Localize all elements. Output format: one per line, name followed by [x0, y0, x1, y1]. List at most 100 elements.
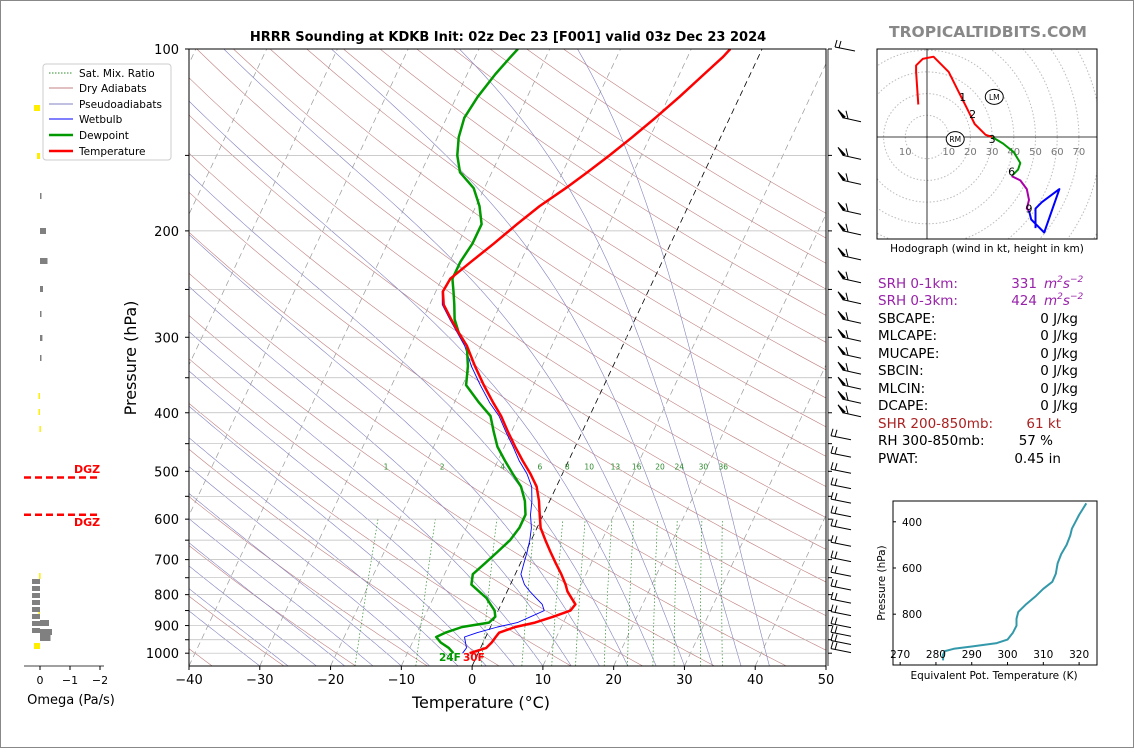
omega-bar — [40, 311, 42, 317]
theta-e-y-tick-label: 800 — [902, 609, 922, 621]
wind-barb-staff — [842, 369, 862, 375]
mix-ratio-labels: 1 2 4 6 8 10 13 16 20 24 30 36 — [384, 462, 729, 471]
isotherm-line — [542, 62, 826, 666]
legend-label-dry: Dry Adiabats — [79, 83, 147, 95]
wind-barb-feather — [830, 518, 834, 526]
wind-barb-staff — [842, 353, 862, 359]
wind-barb — [830, 604, 852, 617]
wind-barb-staff — [830, 623, 852, 629]
theta-e-y-title: Pressure (hPa) — [876, 545, 888, 620]
wind-barb — [837, 390, 862, 404]
mix-ratio-line — [354, 519, 379, 666]
skewt-background-lines — [189, 49, 826, 666]
wind-barb-flag — [837, 222, 846, 232]
theta-e-x-tick-label: 280 — [926, 649, 946, 661]
index-label-sbcin: SBCIN: — [878, 363, 924, 379]
omega-bar — [39, 426, 41, 432]
wind-barb-staff — [830, 512, 852, 518]
wind-barb-staff — [834, 46, 856, 52]
wind-barb-feather — [834, 592, 838, 601]
wind-barb-staff — [842, 179, 862, 185]
wind-barb-feather — [845, 223, 849, 233]
srh3-value: 424 — [1011, 293, 1037, 309]
hodograph-height-label: 1 — [959, 91, 966, 104]
wind-barb-flag — [837, 147, 846, 157]
wind-barb-flag — [837, 376, 846, 386]
y-tick-label: 200 — [154, 225, 179, 240]
dry-adiabat-line — [189, 191, 826, 617]
x-tick-label: 20 — [605, 673, 622, 688]
wind-barb-staff — [842, 117, 862, 123]
wind-barb-flag — [837, 291, 846, 301]
x-tick-label: −20 — [317, 673, 344, 688]
theta-e-x-tick-label: 300 — [998, 649, 1018, 661]
wind-barb — [837, 247, 862, 261]
omega-bar — [40, 193, 42, 199]
hodograph-ring-label: 10 — [942, 147, 955, 158]
dewpoint-profile-line — [434, 49, 527, 655]
x-tick-label: 50 — [818, 673, 835, 688]
mix-ratio-label: 13 — [611, 462, 621, 471]
theta-e-y-tick-label: 600 — [902, 563, 922, 575]
omega-bar — [38, 393, 40, 399]
dry-adiabat-line — [306, 49, 826, 399]
y-tick-label: 600 — [154, 513, 179, 528]
y-tick-label: 400 — [154, 407, 179, 422]
omega-tick-1: −1 — [62, 674, 78, 687]
wind-barb-feather — [834, 566, 838, 574]
wind-barb-feather — [830, 604, 834, 612]
omega-tick-2: −2 — [92, 674, 108, 687]
omega-bar — [40, 228, 46, 234]
theta-e-frame — [892, 500, 1098, 666]
surface-temperature-label: 30F — [463, 652, 485, 664]
mix-ratio-line — [551, 519, 564, 666]
index-value-sbcape: 0 J/kg — [1040, 311, 1078, 327]
y-axis-title: Pressure (hPa) — [121, 301, 140, 416]
wind-barb — [834, 39, 856, 52]
wind-barb-feather — [845, 362, 849, 372]
dry-adiabat-line — [233, 49, 826, 457]
wind-barb-staff — [830, 598, 852, 604]
theta-e-x-tick-label: 310 — [1033, 649, 1053, 661]
dry-adiabat-line — [189, 358, 643, 666]
shr-value: 61 kt — [1026, 416, 1061, 432]
omega-bar — [32, 621, 40, 626]
pseudoadiabat-line — [189, 542, 345, 666]
wind-barb-feather — [845, 330, 849, 339]
wind-barb-feather — [845, 110, 849, 119]
index-value-mlcape: 0 J/kg — [1040, 328, 1078, 344]
y-tick-label: 100 — [154, 43, 179, 58]
mix-ratio-line — [415, 519, 436, 666]
wind-barb — [837, 109, 862, 123]
theta-e-x-tick-label: 290 — [962, 649, 982, 661]
theta-e-y-tick-label: 400 — [902, 517, 922, 529]
wind-barb-column — [827, 39, 862, 666]
omega-bar — [34, 643, 40, 649]
wind-barb — [837, 345, 862, 359]
isobar-lines — [189, 49, 826, 666]
wind-barb-staff — [842, 154, 862, 160]
wind-barb-staff — [842, 299, 862, 305]
wind-barb — [830, 565, 852, 577]
wind-barb — [837, 376, 862, 390]
wind-barb — [837, 361, 862, 375]
wind-barb-staff — [830, 498, 852, 504]
omega-axis-title: Omega (Pa/s) — [27, 693, 115, 708]
hodograph-frame — [876, 48, 1098, 240]
y-tick-label: 900 — [154, 620, 179, 635]
wind-barb — [830, 616, 852, 629]
wind-barb-feather — [830, 550, 834, 558]
omega-bar — [40, 335, 43, 341]
pseudoadiabat-line — [459, 49, 742, 666]
hodograph-ring-label: 50 — [1029, 147, 1042, 158]
index-value-mlcin: 0 J/kg — [1040, 381, 1078, 397]
omega-bar — [38, 610, 40, 616]
mix-ratio-line — [603, 519, 613, 666]
wind-barb — [830, 445, 852, 458]
wind-barb-flag — [837, 109, 846, 119]
wind-barb-feather — [834, 642, 838, 650]
wind-barb-staff — [830, 541, 852, 547]
omega-bar — [40, 258, 48, 264]
pseudoadiabat-line — [189, 610, 260, 666]
wind-barb-feather — [845, 312, 849, 321]
